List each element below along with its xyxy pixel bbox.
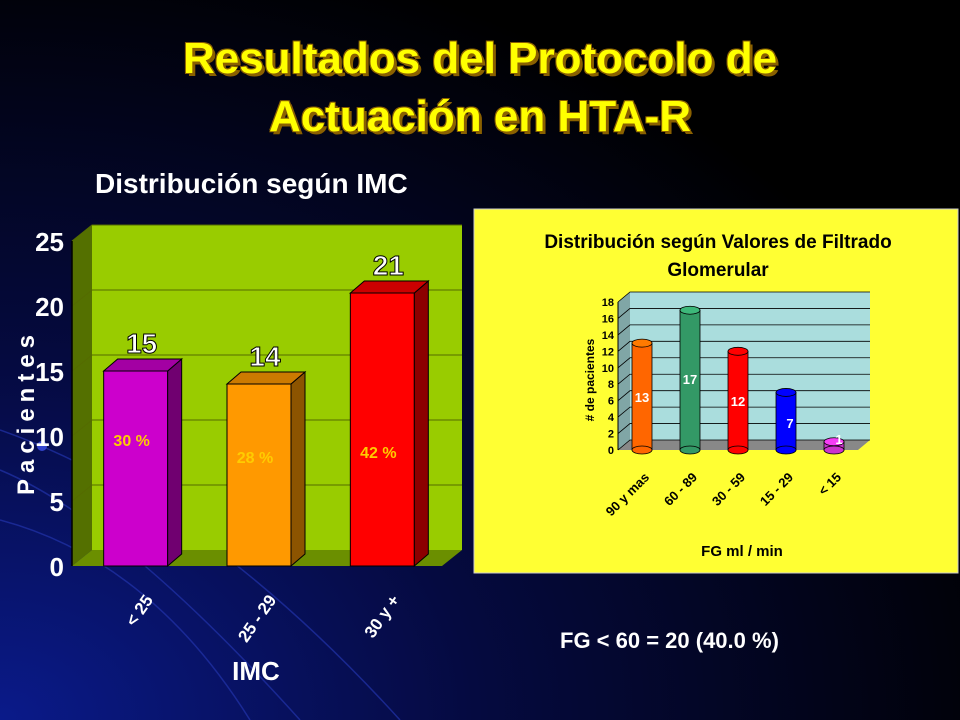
fg-y-axis-label: # de pacientes [583,338,597,421]
imc-y-tick-label: 20 [35,292,64,322]
imc-y-axis-label: Pacientes [13,329,40,495]
fg-y-tick-label: 2 [608,429,614,441]
imc-bar-chart: Distribución según IMC 0 5 10 15 20 25 Paciente… [13,168,462,686]
fg-bar-cap [631,338,653,348]
imc-plot-side-wall [72,225,92,566]
imc-bar [102,357,184,568]
imc-chart-title: Distribución según IMC [95,168,408,199]
fg-y-tick-label: 12 [602,346,614,358]
fg-y-tick-label: 10 [602,363,614,375]
imc-gridline [71,484,462,502]
fg-bar [823,437,845,455]
slide-title-line2: Actuación en HTA-R [268,92,692,141]
imc-bar-value-label: 14 [249,341,281,372]
imc-bar-front [103,370,169,567]
imc-bar-value-label: 21 [373,250,404,281]
fg-chart-title-line2: Glomerular [667,260,769,281]
imc-bar-top [348,280,430,294]
fg-bar-base [775,445,797,455]
fg-plot-side-wall [618,292,630,450]
imc-gridline [71,224,462,242]
fg-bar-base [727,445,749,455]
imc-gridline [71,354,462,372]
fg-bar [775,388,797,455]
fg-gridline [617,308,870,319]
imc-bar-percent-label: 28 % [237,450,273,467]
fg-bar-cap [727,346,749,356]
imc-bar [348,279,430,568]
imc-gridline [71,419,462,437]
fg-gridline [617,291,870,303]
fg-bar [679,305,701,455]
fg-chart-title-line1: Distribución según Valores de Filtrado [544,232,891,253]
fg-y-tick-label: 4 [608,412,615,424]
imc-y-tick-label: 25 [35,227,64,257]
imc-bar-percent-label: 30 % [113,433,149,450]
fg-y-tick-label: 0 [608,445,614,457]
fg-bar-cap [679,305,701,315]
imc-y-tick-label: 0 [50,552,64,582]
fg-gridline [617,357,870,369]
fg-bar-value-label: 17 [683,372,697,387]
imc-gridline [71,289,462,307]
fg-bar-base [631,445,653,455]
fg-bar [727,346,749,455]
fg-bar-value-label: 13 [635,390,649,405]
fg-gridline [617,373,870,385]
fg-y-tick-label: 18 [602,297,614,309]
fg-plot-back-wall [630,292,870,440]
slide-title-line1: Resultados del Protocolo de [182,34,778,83]
imc-bar [225,370,307,568]
fg-bar [631,338,653,455]
imc-bar-top [225,371,307,385]
fg-bar-value-label: 1 [835,432,842,447]
fg-x-axis-label: FG ml / min [701,543,783,560]
fg-bar-value-label: 7 [786,416,793,431]
fg-gridline [617,340,870,352]
fg-bar-cap [823,437,845,447]
imc-bar-value-label: 15 [126,328,157,359]
fg-bar-base [679,445,701,455]
fg-summary-text: FG < 60 = 20 (40.0 %) [560,628,779,653]
fg-bar-base [823,445,845,455]
fg-y-tick-label: 8 [608,379,614,391]
fg-y-tick-label: 6 [608,396,614,408]
imc-y-tick-label: 10 [35,422,64,452]
imc-y-tick-label: 15 [35,357,64,387]
imc-bar-percent-label: 42 % [360,445,396,462]
fg-y-tick-label: 16 [602,313,614,325]
imc-bar-top [102,358,184,372]
imc-y-tick-label: 5 [50,487,64,517]
imc-x-axis-label: IMC [232,656,280,686]
fg-bar-cap [775,388,797,397]
fg-gridline [617,324,870,336]
imc-bar-front [349,292,415,567]
fg-y-tick-label: 14 [602,330,615,342]
imc-bar-front [226,383,292,567]
fg-bar-value-label: 12 [731,394,745,409]
